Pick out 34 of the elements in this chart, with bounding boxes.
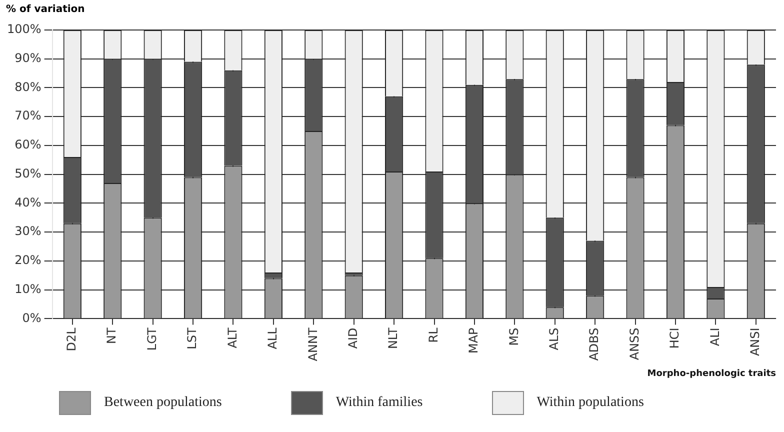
x-tick-label: RL (426, 327, 440, 343)
legend-label: Within populations (536, 395, 644, 411)
x-tick-label: ANNT (306, 327, 320, 362)
x-tick-label: MS (506, 328, 521, 346)
x-tick-label: ALL (266, 327, 280, 350)
y-axis-title: % of variation (6, 4, 85, 15)
y-tick-label: 80% (14, 80, 42, 94)
legend-label: Within families (336, 395, 423, 411)
y-tick-label: 50% (14, 166, 42, 180)
x-tick-label: NT (104, 327, 119, 344)
x-tick-label: ALT (225, 327, 240, 348)
y-tick-label: 10% (14, 282, 42, 296)
y-tick-label: 70% (14, 108, 42, 123)
x-tick-label: NLT (386, 327, 400, 350)
y-tick-label: 60% (14, 138, 42, 152)
y-tick-label: 40% (14, 195, 42, 210)
x-tick-label: ADBS (587, 328, 602, 361)
y-tick-label: 90% (14, 50, 42, 65)
y-tick-label: 100% (6, 22, 42, 36)
y-tick-label: 20% (14, 253, 42, 268)
x-tick-label: ANSS (627, 328, 642, 360)
x-axis-title: Morpho-phenologic traits (647, 368, 776, 379)
y-tick-label: 30% (14, 224, 42, 238)
x-tick-label: LGT (144, 327, 159, 351)
x-tick-label: AID (346, 328, 360, 349)
legend-label: Between populations (104, 395, 222, 411)
y-tick-label: 0% (22, 310, 42, 325)
x-tick-label: D2L (64, 327, 79, 352)
x-tick-label: LST (185, 327, 200, 350)
x-tick-label: MAP (466, 328, 481, 354)
x-tick-label: ALI (708, 328, 722, 346)
x-tick-label: ANSI (748, 328, 762, 356)
x-tick-label: ALS (546, 328, 561, 350)
x-tick-label: HCI (668, 328, 682, 349)
